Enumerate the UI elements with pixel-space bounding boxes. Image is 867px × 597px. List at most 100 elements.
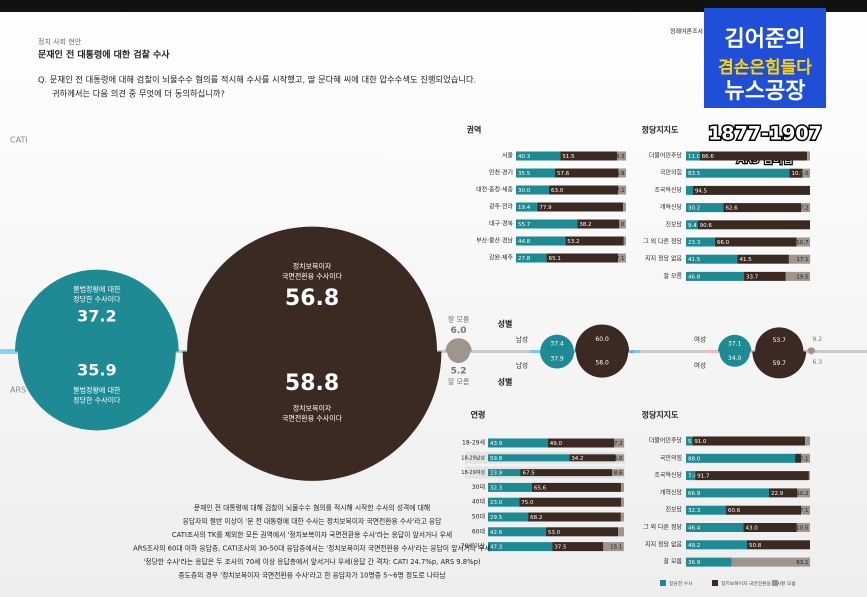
gender-title: 성별 [498,377,513,387]
bar-segment [747,540,810,550]
row-label: 부산·울산·경남 [476,237,513,245]
bar-value: 65.6 [534,485,547,491]
row-label: 지지 정당 없음 [645,255,682,263]
bar-value: 62.6 [725,206,738,212]
bar-value: 10.5 [796,526,809,532]
gender-label: 남성 [516,361,528,370]
bar-segment [692,185,810,195]
bar-segment [788,254,811,264]
row-label: 인천·경기 [489,169,513,177]
bar-segment [619,219,626,229]
bar-value: 51.5 [562,154,575,160]
circle-value: 58.8 [285,371,339,396]
bar-segment [621,482,624,492]
row-label: 대전·충청·세종 [476,186,513,194]
gender-label: 여성 [694,335,706,344]
bar-segment [697,220,810,230]
bar-segment [699,151,808,161]
bar-value: 37.5 [554,545,567,551]
bar-value: 53.0 [548,530,561,536]
row-label: 강원·제주 [489,254,513,262]
bar-segment [488,527,546,537]
bar-value: 65.1 [549,256,561,262]
row-label: 진보당 [665,220,682,228]
row-label: 그 외 다른 정당 [643,238,682,246]
circle-half [17,351,176,431]
bar-segment [686,220,698,230]
row-label: 더불어민주당 [649,437,683,445]
row-label: 50대 [472,513,485,521]
bar-value: 50.8 [749,543,762,549]
bar-value: 38.2 [579,222,591,228]
gender-value: 6.3 [812,359,822,366]
bar-segment [555,168,619,178]
gender-title: 성별 [498,319,513,329]
row-label: 서울 [502,152,514,160]
gender-value: 59.7 [773,360,787,367]
circle-value: 37.2 [77,307,116,326]
bar-value: 8.6 [614,471,623,477]
row-label: 18-29남성 [461,454,485,461]
bar-segment [802,168,810,178]
bar-value: 10.7 [796,240,809,246]
bar-value: 23.9 [490,471,503,477]
circle-label: 국면전환용 수사이다 [282,271,343,280]
bar-value: 7.1 [800,508,809,514]
bar-value: 47.3 [490,545,503,551]
bar-segment [692,436,806,446]
bar-value: 59.8 [490,456,503,462]
bar-segment [744,271,786,281]
row-label: 그 외 다른 정당 [643,523,682,531]
bar-segment [516,185,549,195]
gender-value: 58.0 [595,360,609,367]
bar-segment [714,237,797,247]
bar-value: 41.5 [688,257,701,263]
bar-value: 94.5 [695,188,708,194]
row-label: 개혁신당 [660,488,683,496]
bar-segment [488,512,529,522]
summary-line: 응답자의 절반 이상이 '문 전 대통령에 대한 수사는 정치보복이자 국면전환… [183,517,442,526]
bar-segment [686,185,693,195]
bar-segment [726,505,802,515]
logo-show: 뉴스공장 [725,79,806,104]
row-label: 국민의힘 [660,454,682,462]
bar-segment [618,168,626,178]
bar-segment [616,151,627,161]
bar-value: 90.6 [700,223,713,229]
row-label: 70세이상 [461,542,486,550]
row-label: 대구·경북 [489,220,513,228]
panel-title: 정당지지도 [642,410,679,420]
legend-swatch [712,580,718,586]
gender-half [755,327,804,352]
panel-title: 정당지지도 [642,125,679,135]
panel-title: 연령 [471,410,486,420]
bar-value: 46.4 [688,526,701,532]
gender-half [752,351,807,379]
bar-segment [805,436,810,446]
bar-value: 63.0 [551,188,564,194]
bar-segment [531,482,622,492]
gender-half [630,351,634,354]
circle-half [445,338,472,352]
gender-value: 34.0 [728,355,742,362]
bar-segment [565,236,624,246]
legend-label: 정치보복이자 국면전환용 수사 [721,580,782,587]
bar-segment [686,168,790,178]
row-label: 진보당 [665,506,682,514]
gender-value: 37.9 [550,356,564,363]
bar-value: 32.3 [490,485,503,491]
bar-value: 57.6 [557,171,570,177]
gender-value: 53.7 [773,337,787,344]
row-label: 18-29세 [462,439,485,447]
bar-value: 32.3 [688,508,701,514]
gender-half [540,334,574,352]
bar-segment [789,168,803,178]
bar-value: 7.2 [800,206,809,212]
survey-label: CATI [10,136,28,145]
circle-half [182,351,442,481]
gender-label: 남성 [516,335,528,344]
summary-line: ARS조사의 60대 이하 응답층, CATI조사의 30-50대 응답층에서는… [133,544,491,553]
bar-segment [618,185,627,195]
bar-value: 68.2 [530,515,542,521]
bar-value: 9.4 [688,223,697,229]
